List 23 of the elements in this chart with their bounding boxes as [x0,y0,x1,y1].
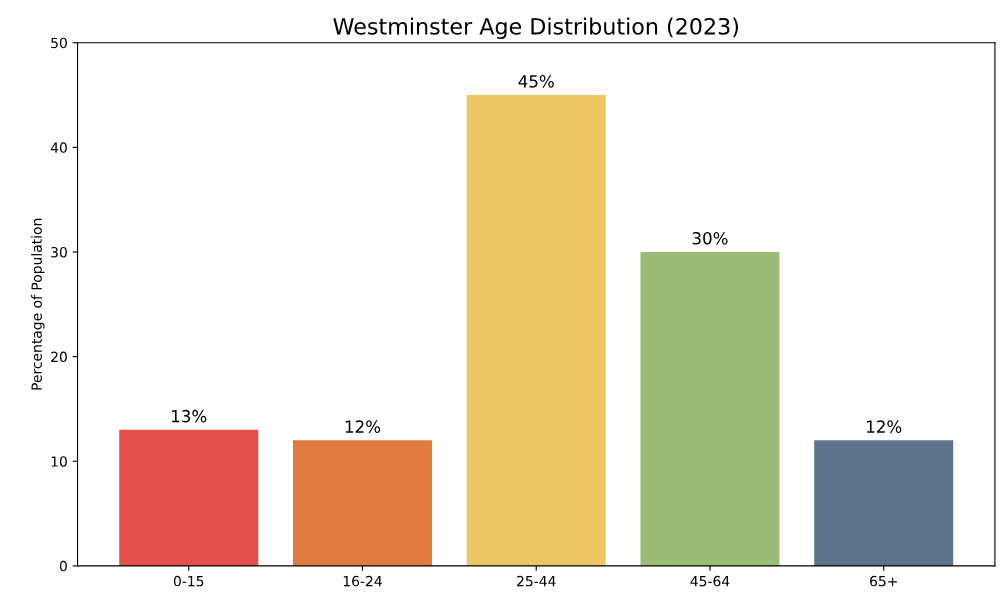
y-axis-title: Percentage of Population [31,218,45,390]
bar [814,440,954,566]
bar [119,429,259,566]
x-tick-label: 65+ [870,575,897,587]
y-tick-label: 20 [51,351,67,363]
y-tick-label: 0 [59,560,67,572]
data-label: 13% [172,409,207,423]
y-tick-label: 10 [51,456,67,467]
data-label: 12% [345,420,381,433]
data-label: 12% [867,420,902,433]
y-tick-label: 30 [51,246,67,258]
bar [640,252,780,566]
data-label: 30% [692,231,728,245]
x-tick-label: 45-64 [690,575,730,587]
data-label: 45% [518,75,554,88]
y-tick-label: 50 [51,37,67,49]
x-tick-label: 25-44 [517,575,556,587]
y-tick-label: 40 [50,142,67,153]
x-tick-label: 16-24 [343,575,382,587]
chart-title: Westminster Age Distribution (2023) [333,17,738,40]
x-tick-label: 0-15 [173,575,204,587]
bar [466,95,606,566]
bar [292,440,432,566]
